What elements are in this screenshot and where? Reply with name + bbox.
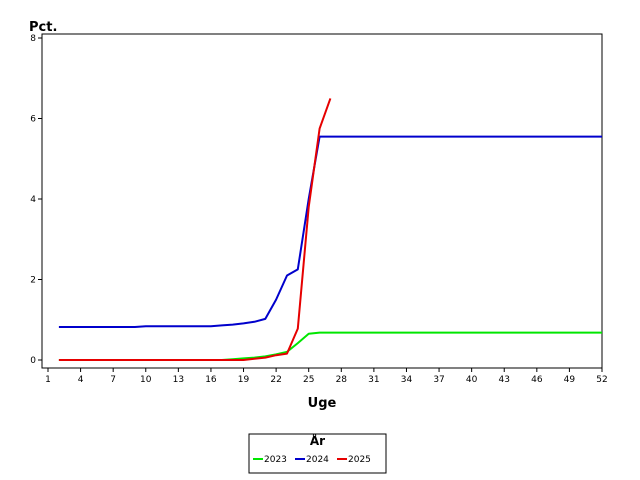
legend-label-2023: 2023 [264,455,287,465]
x-axis: 1 4 7 10 13 16 19 22 25 28 31 34 37 40 43 46 49 52 [45,368,608,385]
legend: År 2023 2024 2025 [248,433,387,474]
series-line-2025 [58,98,332,361]
x-tick-label: 37 [433,375,444,385]
y-axis-title: Pct. [29,20,57,35]
x-tick-label: 49 [564,375,576,385]
x-tick-label: 43 [499,375,510,385]
x-tick-label: 31 [368,375,379,385]
x-tick-label: 25 [303,375,314,385]
plot-frame [41,33,603,369]
legend-title: År [310,433,325,448]
y-axis: 0 2 4 6 8 [30,34,42,366]
legend-label-2024: 2024 [306,455,329,465]
x-tick-label: 1 [45,375,51,385]
x-tick-label: 4 [78,375,84,385]
x-tick-label: 22 [270,375,281,385]
x-axis-title: Uge [308,396,337,411]
y-tick-label: 6 [30,115,36,125]
y-tick-label: 2 [30,276,36,286]
y-tick-label: 0 [30,356,36,366]
x-tick-label: 40 [466,375,478,385]
x-tick-label: 52 [596,375,607,385]
x-tick-label: 13 [173,375,184,385]
x-tick-label: 46 [531,375,543,385]
x-tick-label: 16 [205,375,217,385]
series-lines [58,98,602,361]
series-line-2024 [58,135,602,328]
y-tick-label: 4 [30,195,36,205]
legend-label-2025: 2025 [348,455,371,465]
x-tick-label: 10 [140,375,152,385]
legend-box [248,433,387,474]
x-tick-label: 7 [110,375,116,385]
legend-items: 2023 2024 2025 [253,455,371,465]
x-tick-label: 19 [238,375,250,385]
x-tick-label: 34 [401,375,413,385]
x-tick-label: 28 [336,375,348,385]
series-line-2023 [58,331,602,361]
y-tick-label: 8 [30,34,36,44]
